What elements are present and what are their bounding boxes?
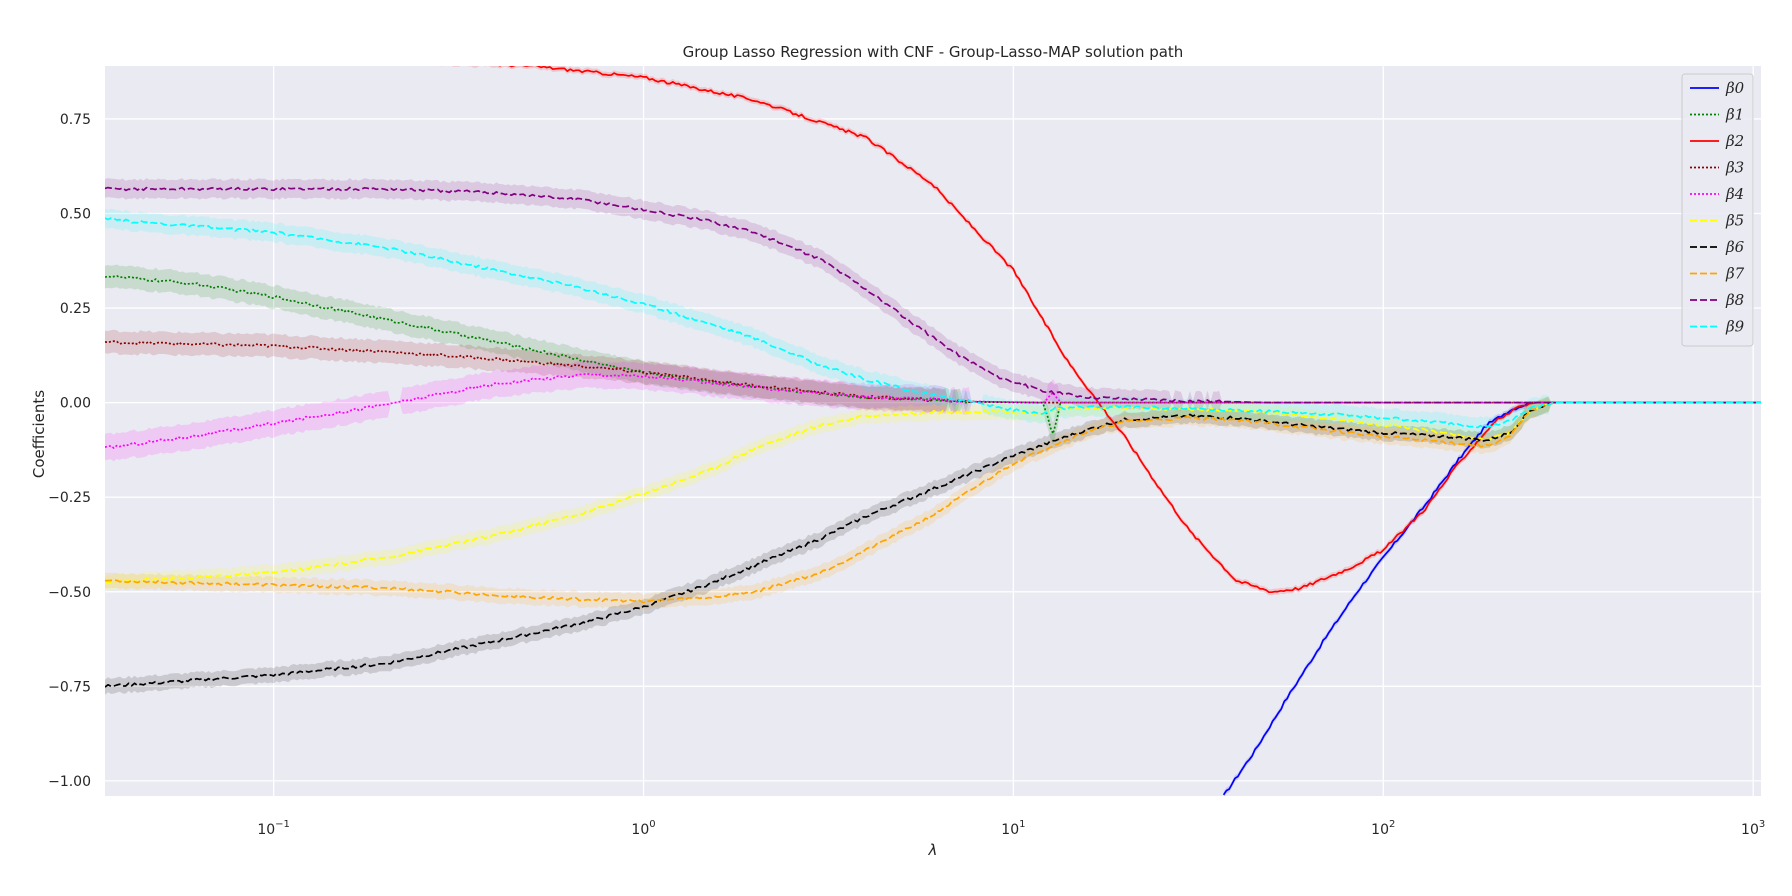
chart-title: Group Lasso Regression with CNF - Group-… [683, 43, 1184, 61]
series-line-β6 [105, 401, 1761, 688]
legend-label: β3 [1725, 159, 1744, 177]
legend-label: β7 [1725, 265, 1745, 283]
legend-label: β9 [1725, 318, 1745, 336]
x-tick-label: 102 [1371, 819, 1395, 838]
x-axis-label: λ [928, 841, 938, 859]
legend-label: β5 [1725, 212, 1744, 230]
legend-box [1681, 73, 1754, 347]
band-β5 [105, 396, 1761, 592]
legend-label: β2 [1725, 132, 1744, 150]
x-tick-label: 101 [1001, 819, 1025, 838]
y-tick-label: 0.25 [60, 301, 91, 317]
x-tick-label: 103 [1741, 819, 1765, 838]
series-line-β4 [105, 372, 1761, 449]
series-line-β1 [105, 275, 1761, 435]
y-tick-label: −1.00 [48, 774, 91, 790]
legend-label: β4 [1725, 185, 1744, 203]
legend-label: β8 [1725, 291, 1744, 309]
y-tick-label: 0.50 [60, 207, 91, 223]
series-lines [105, 66, 1761, 796]
legend-label: β0 [1725, 79, 1745, 97]
plot-area [105, 66, 1761, 796]
gridlines [105, 66, 1761, 796]
x-ticks: 10−1 100 101 102 103 [257, 819, 1765, 838]
series-line-β7 [105, 401, 1761, 604]
legend-label: β1 [1725, 106, 1744, 124]
y-tick-label: −0.75 [48, 679, 91, 695]
y-tick-label: 0.75 [60, 112, 91, 128]
series-line-β9 [105, 217, 1761, 429]
y-tick-label: −0.25 [48, 490, 91, 506]
y-axis-label: Coefficients [30, 390, 48, 478]
y-ticks: 0.75 0.50 0.25 0.00 −0.25 −0.50 −0.75 −1.00 [48, 112, 91, 790]
x-tick-label: 100 [631, 819, 655, 838]
band-β1 [105, 264, 1761, 446]
series-line-β5 [105, 401, 1761, 585]
legend: β0 β1 β2 β3 β4 β5 β6 β7 β8 β9 [1681, 73, 1754, 347]
band-β7 [105, 397, 1761, 611]
series-line-β2 [498, 66, 1761, 594]
legend-label: β6 [1725, 238, 1745, 256]
y-tick-label: 0.00 [60, 396, 91, 412]
y-tick-label: −0.50 [48, 585, 91, 601]
x-tick-label: 10−1 [257, 819, 290, 838]
band-β3 [105, 329, 1761, 413]
